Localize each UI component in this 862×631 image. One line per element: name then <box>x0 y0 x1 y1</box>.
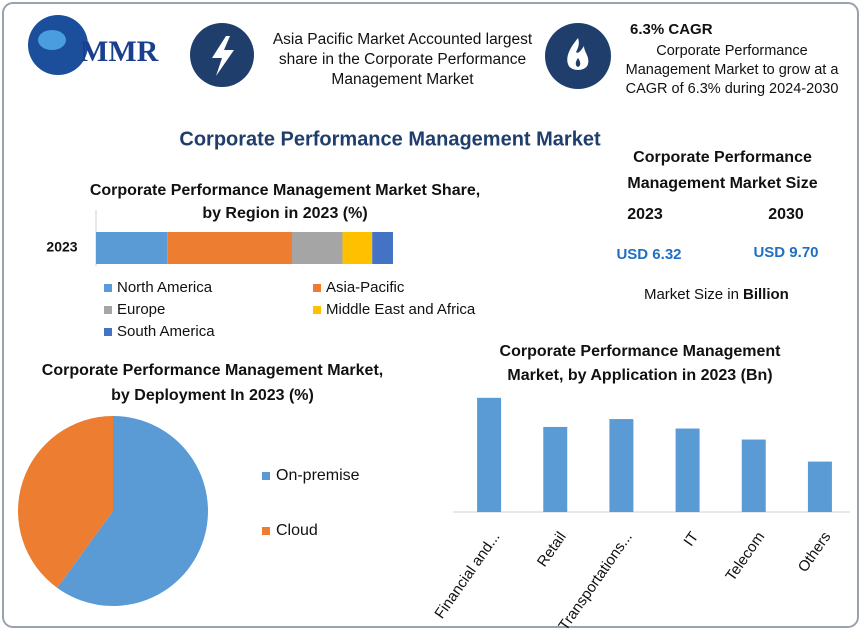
bar <box>477 397 502 512</box>
legend-label: On-premise <box>276 467 360 484</box>
legend-swatch <box>104 328 112 336</box>
size-unit: Billion <box>743 286 789 303</box>
x-tick-label: Retail <box>534 529 570 570</box>
chart-title: Corporate Performance Management Market,… <box>41 362 384 404</box>
x-tick-label: Transportations... <box>555 529 636 631</box>
legend-swatch <box>262 472 270 480</box>
x-tick-label: Telecom <box>722 529 768 585</box>
x-tick-label: IT <box>681 529 703 550</box>
bar <box>609 419 634 512</box>
size-title: Corporate Performance Management Market … <box>627 149 818 193</box>
cagr-title: 6.3% CAGR <box>630 21 713 38</box>
logo-land <box>38 30 66 50</box>
size-note: Market Size in <box>644 286 739 303</box>
legend-swatch <box>313 284 321 292</box>
lightning <box>212 36 234 76</box>
bar <box>543 426 568 512</box>
chart-title: Corporate Performance Management Market,… <box>499 343 781 384</box>
pie-slice <box>17 416 113 588</box>
legend-label: Asia-Pacific <box>326 279 405 296</box>
bar <box>675 428 700 512</box>
cagr-text: Corporate Performance Management Market … <box>625 43 839 97</box>
bar-segment <box>167 232 293 264</box>
legend-swatch <box>104 284 112 292</box>
logo-text: MMR <box>80 35 159 68</box>
bar <box>741 439 766 512</box>
legend-swatch <box>104 306 112 314</box>
legend-swatch <box>262 527 270 535</box>
x-tick-label: Financial and... <box>431 529 503 622</box>
legend-label: North America <box>117 279 213 296</box>
legend-label: Europe <box>117 301 165 318</box>
pie-slice <box>57 416 208 606</box>
year: 2023 <box>627 206 663 223</box>
fact-text: Asia Pacific Market Accounted largest sh… <box>272 31 533 89</box>
bar-segment <box>96 232 168 264</box>
bar <box>807 461 832 512</box>
main-title: Corporate Performance Management Market <box>179 128 601 150</box>
legend-swatch <box>313 306 321 314</box>
flame <box>567 38 589 70</box>
bar-segment <box>292 232 343 264</box>
bar-segment <box>372 232 393 264</box>
bar-segment <box>342 232 373 264</box>
legend-label: South America <box>117 323 215 340</box>
x-tick-label: Others <box>795 529 835 576</box>
year: 2030 <box>768 206 804 223</box>
category-label: 2023 <box>46 239 77 255</box>
legend-label: Cloud <box>276 522 318 539</box>
size-value: USD 6.32 <box>616 246 681 263</box>
chart-title: Corporate Performance Management Market … <box>89 182 481 223</box>
size-value: USD 9.70 <box>753 244 818 261</box>
legend-label: Middle East and Africa <box>326 301 476 318</box>
